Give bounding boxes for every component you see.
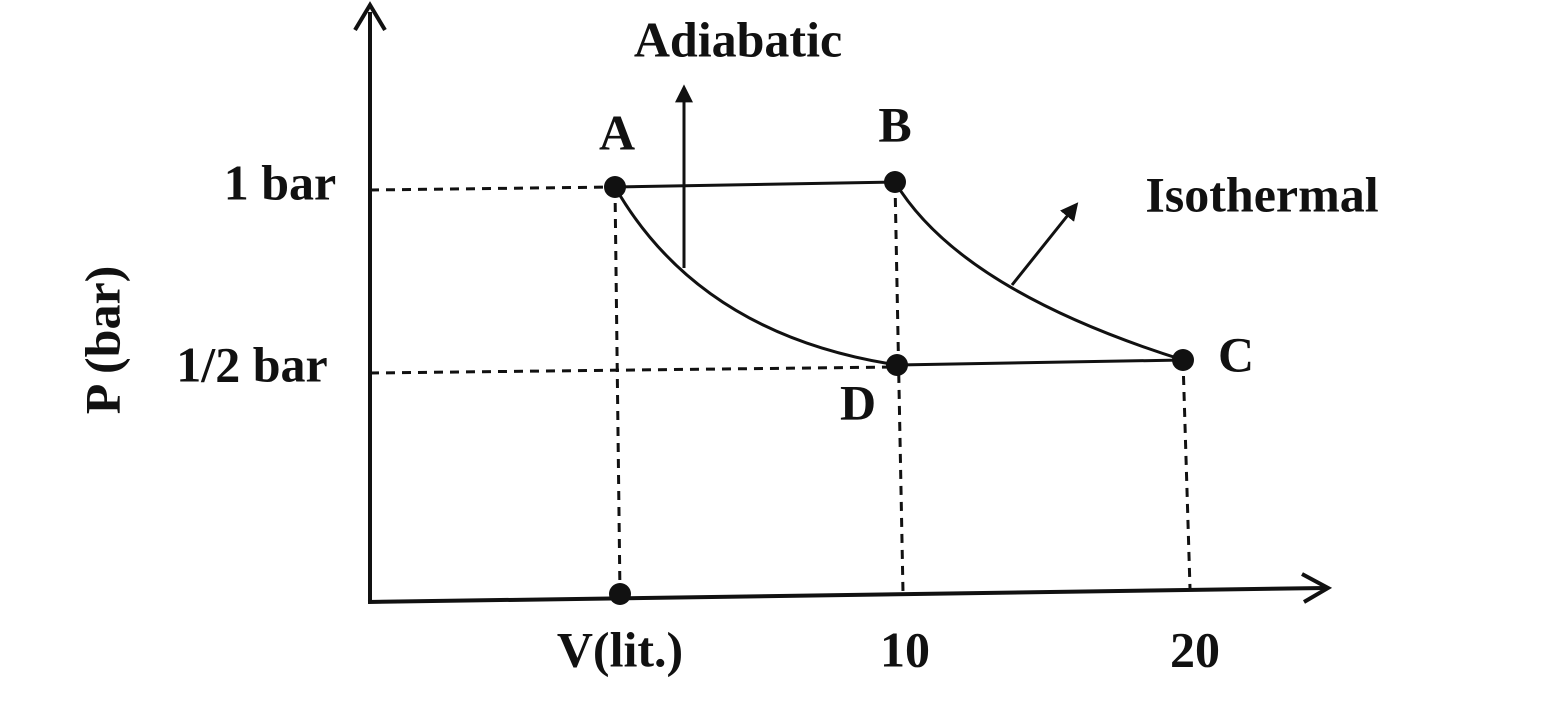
guide [369, 365, 898, 375]
guide [613, 186, 622, 596]
curve-label: Adiabatic [634, 11, 842, 67]
y-tick-label: 1/2 bar [176, 336, 327, 392]
isothermal-curve [893, 181, 1184, 362]
x-tick-label: 10 [880, 621, 930, 677]
point [1172, 349, 1194, 371]
y-arrow [353, 1, 387, 32]
isobar-ab [614, 180, 896, 189]
guide [893, 181, 905, 593]
y-axis-label: P (bar) [74, 266, 130, 415]
point [609, 583, 631, 605]
point [884, 171, 906, 193]
point [604, 176, 626, 198]
y-tick-label: 1 bar [224, 154, 337, 210]
adiabatic-curve [613, 186, 898, 367]
point-label: D [840, 374, 876, 430]
x-arrow [1301, 572, 1333, 604]
x-axis-label: V(lit.) [557, 621, 683, 677]
point-label: A [599, 104, 635, 160]
guide [369, 185, 616, 192]
pointer [1010, 202, 1079, 286]
point [886, 354, 908, 376]
x-tick-label: 20 [1170, 621, 1220, 677]
point-label: B [878, 96, 911, 152]
x-axis [367, 586, 1326, 604]
curve-label: Isothermal [1145, 166, 1378, 222]
point-label: C [1218, 326, 1254, 382]
isobar-dc [896, 358, 1184, 367]
guide [1181, 359, 1192, 589]
